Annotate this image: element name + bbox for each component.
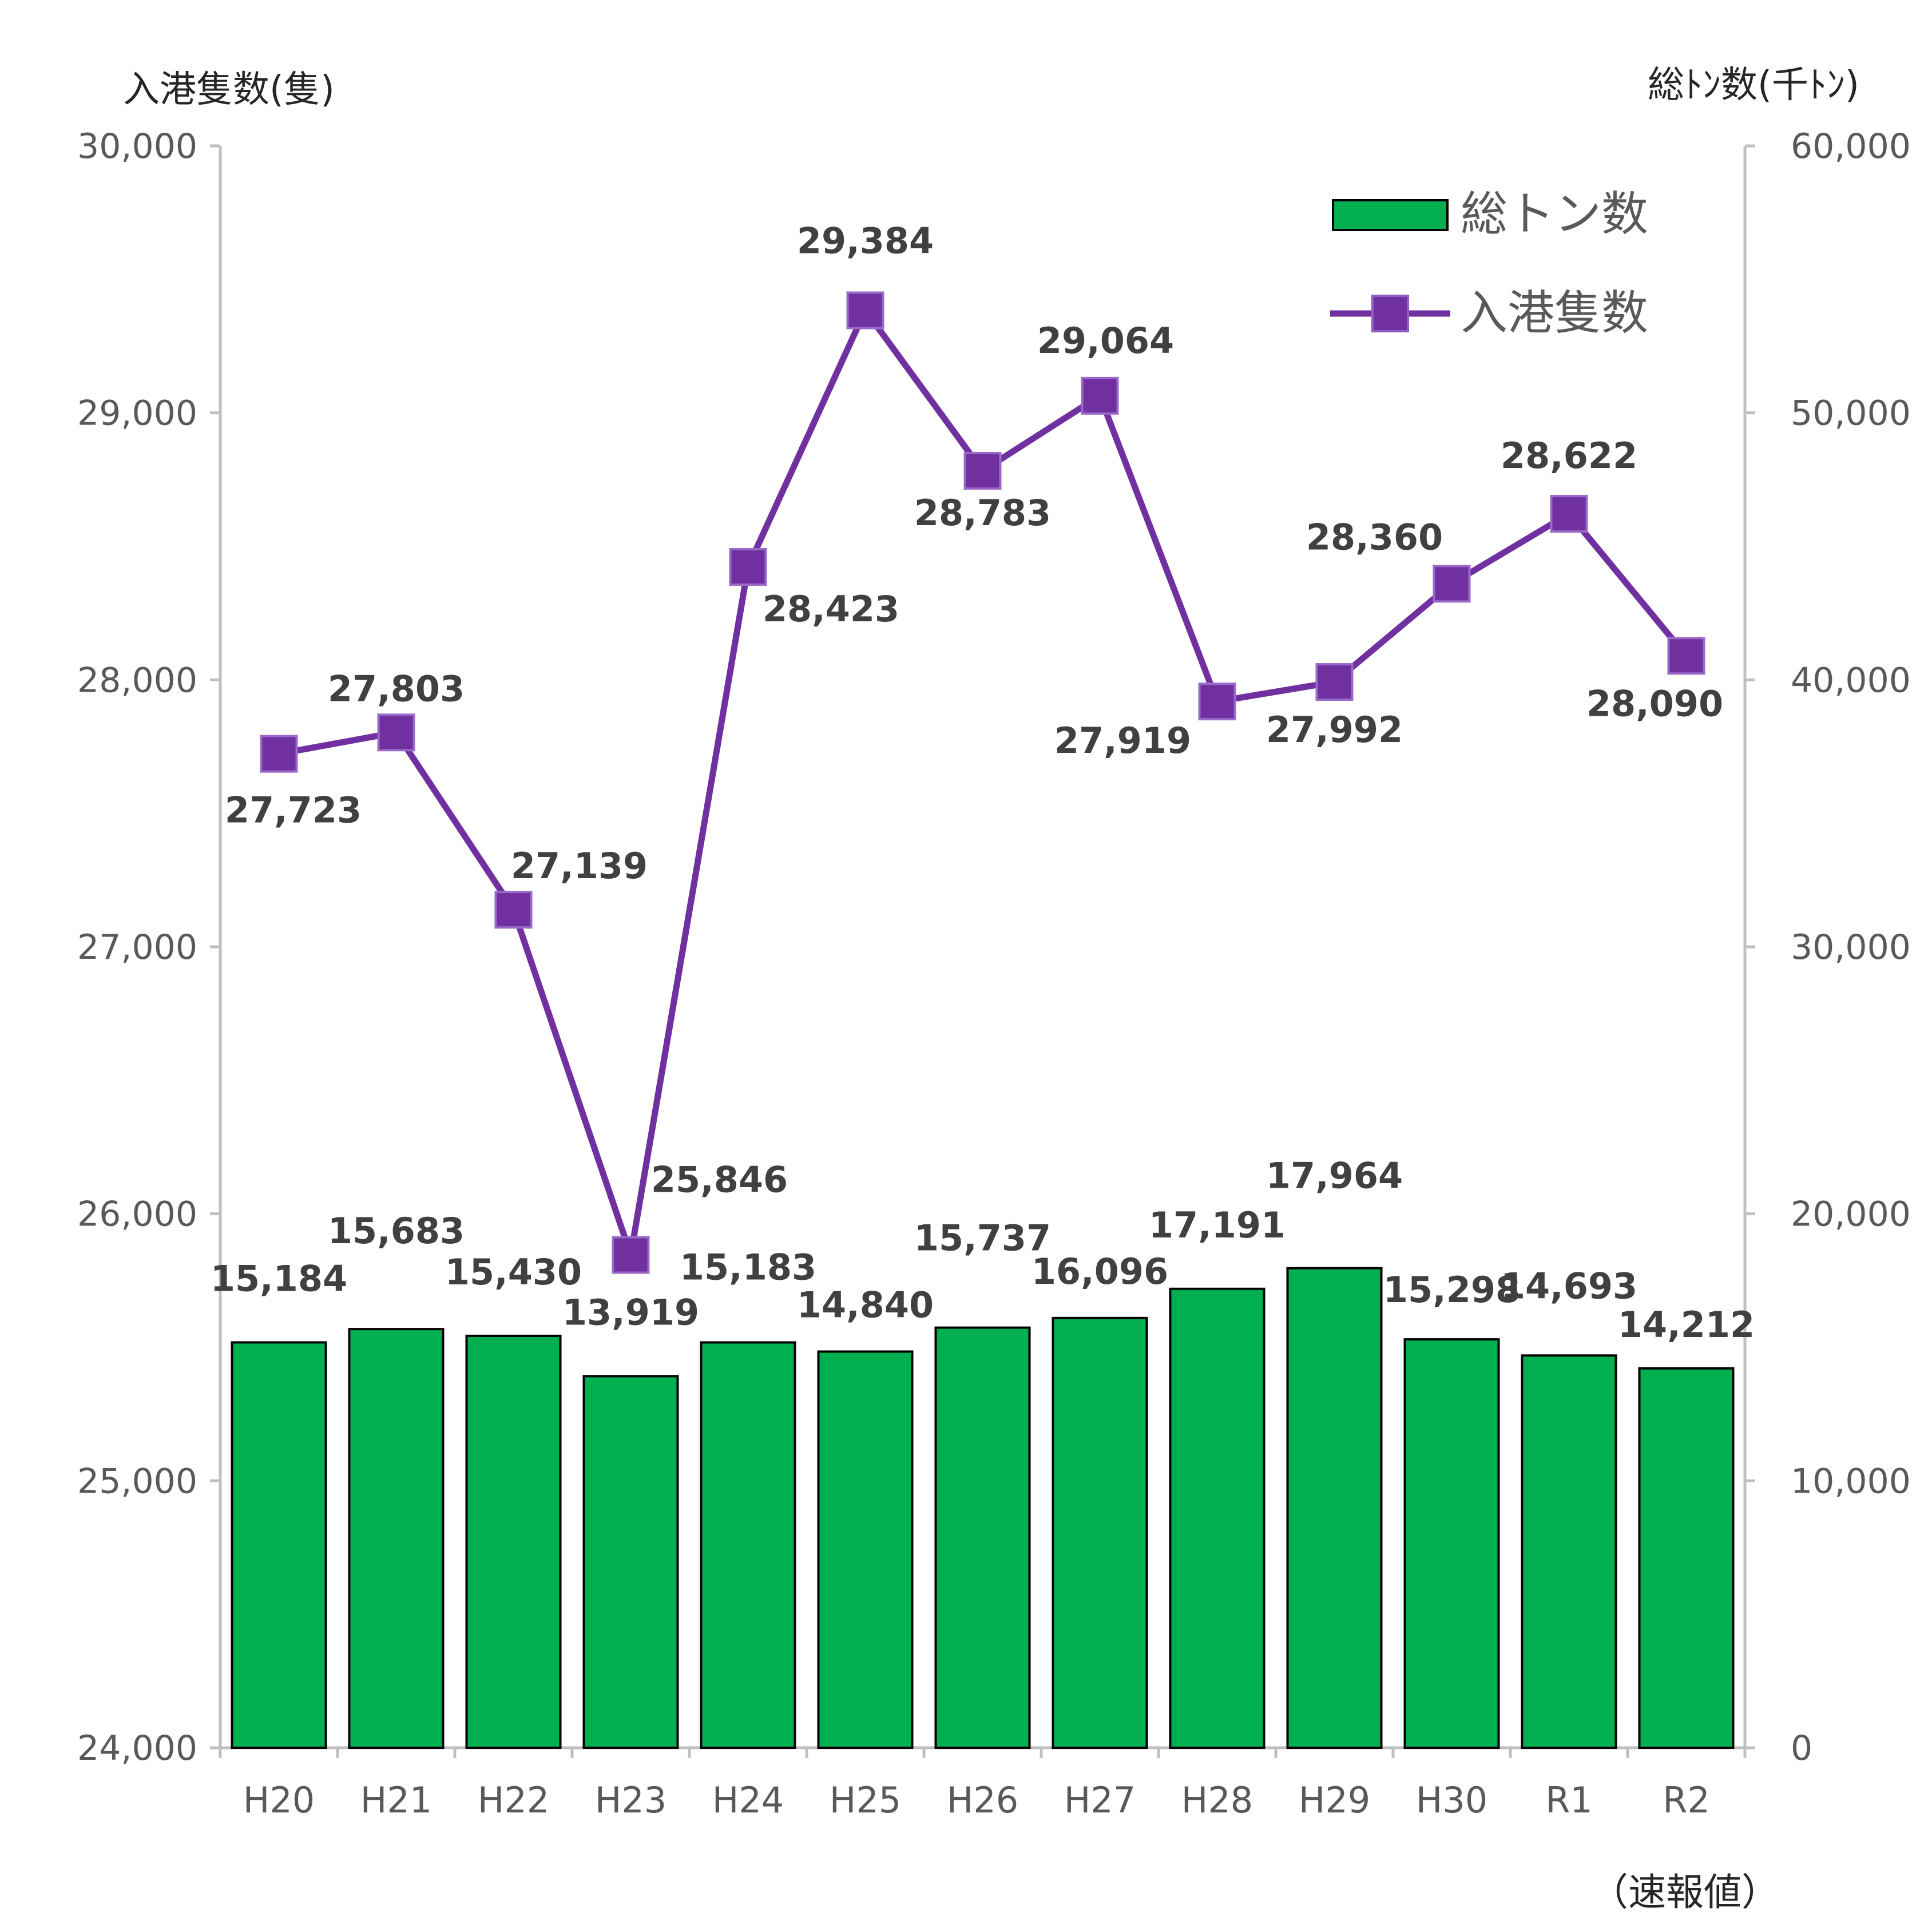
right-axis-title: 総ﾄﾝ数(千ﾄﾝ)	[1648, 64, 1859, 106]
right-tick-label: 20,000	[1791, 1195, 1911, 1235]
left-tick-label: 29,000	[77, 394, 197, 434]
line-data-label: 28,090	[1586, 683, 1723, 724]
legend-label-tonnage: 総トン数	[1461, 187, 1648, 241]
line-data-label: 27,803	[328, 668, 465, 709]
line-data-label: 29,384	[797, 220, 934, 261]
line-data-label: 25,846	[651, 1159, 788, 1201]
line-marker	[963, 451, 1002, 490]
legend-label-arrivals: 入港隻数	[1461, 286, 1648, 340]
line-marker	[260, 735, 298, 773]
category-label: H29	[1299, 1779, 1371, 1821]
category-label: H27	[1064, 1779, 1136, 1821]
line-data-label: 28,783	[914, 492, 1051, 534]
line-marker	[377, 713, 415, 752]
category-label: H21	[360, 1779, 433, 1821]
category-label: R1	[1545, 1779, 1593, 1821]
line-data-label: 29,064	[1037, 320, 1174, 362]
line-data-label: 28,423	[763, 588, 899, 630]
line-marker	[1081, 376, 1119, 415]
line-marker	[612, 1236, 650, 1274]
bar-data-label: 14,212	[1618, 1304, 1755, 1346]
right-tick-label: 0	[1791, 1728, 1812, 1768]
bar-data-label: 14,840	[797, 1284, 934, 1326]
category-label: H22	[478, 1779, 550, 1821]
bar-data-label: 15,683	[328, 1210, 465, 1252]
bar-data-label: 13,919	[562, 1291, 699, 1333]
bar	[700, 1341, 796, 1749]
bar	[1638, 1367, 1735, 1749]
line-data-label: 27,919	[1054, 720, 1191, 761]
legend-swatch-tonnage	[1332, 199, 1449, 231]
category-label: H20	[243, 1779, 315, 1821]
line-marker	[1667, 637, 1705, 675]
right-tick-label: 60,000	[1791, 126, 1911, 166]
bar	[1286, 1267, 1383, 1749]
category-label: H28	[1181, 1779, 1253, 1821]
axes: 24,000 25,000 26,000 27,000 28,000 29,000 30,0…	[77, 126, 1911, 1821]
line-data-label: 28,622	[1501, 435, 1637, 477]
bar	[348, 1328, 445, 1749]
left-axis-title: 入港隻数(隻)	[123, 69, 335, 111]
line-marker	[1550, 495, 1588, 533]
bar	[1403, 1338, 1500, 1749]
bar	[934, 1326, 1031, 1749]
bar-data-label: 14,693	[1501, 1265, 1637, 1307]
bar-data-label: 15,183	[680, 1246, 816, 1288]
bar-data-label: 15,737	[914, 1217, 1051, 1259]
line-data-label: 27,139	[511, 845, 648, 887]
bar	[231, 1341, 327, 1749]
category-label: H30	[1416, 1779, 1488, 1821]
bar-data-label: 15,298	[1383, 1269, 1520, 1311]
line-marker	[846, 291, 884, 330]
category-label: H26	[947, 1779, 1019, 1821]
category-label: H23	[595, 1779, 667, 1821]
right-tick-label: 30,000	[1791, 927, 1911, 967]
left-tick-label: 26,000	[77, 1195, 197, 1235]
line-marker	[729, 548, 767, 586]
bar	[1169, 1287, 1265, 1749]
line-data-label: 27,723	[225, 790, 362, 831]
category-label: H25	[830, 1779, 902, 1821]
left-tick-label: 27,000	[77, 927, 197, 967]
bar	[582, 1375, 679, 1749]
bar-data-label: 15,184	[211, 1257, 347, 1299]
note-preliminary: （速報値）	[1590, 1870, 1779, 1914]
right-tick-label: 10,000	[1791, 1461, 1911, 1501]
bar-data-label: 17,964	[1266, 1155, 1403, 1197]
left-tick-label: 28,000	[77, 660, 197, 700]
bar	[817, 1350, 914, 1749]
line-series	[260, 291, 1705, 1274]
category-label: H24	[712, 1779, 784, 1821]
bar-data-label: 16,096	[1032, 1251, 1168, 1292]
legend: 総トン数 入港隻数	[1330, 187, 1648, 340]
left-tick-label: 30,000	[77, 126, 197, 166]
line-marker	[494, 891, 533, 929]
bar-series	[231, 1267, 1735, 1749]
line-marker	[1433, 565, 1471, 603]
left-tick-label: 24,000	[77, 1728, 197, 1768]
left-tick-label: 25,000	[77, 1461, 197, 1501]
bar-data-label: 17,191	[1149, 1204, 1286, 1246]
bar	[1052, 1316, 1148, 1749]
bar	[1521, 1354, 1617, 1749]
right-tick-label: 50,000	[1791, 394, 1911, 434]
category-label: R2	[1663, 1779, 1710, 1821]
line-data-label: 28,360	[1306, 516, 1443, 558]
legend-marker-arrivals	[1371, 295, 1409, 332]
line-marker	[1315, 663, 1354, 701]
line-data-label: 27,992	[1266, 709, 1403, 751]
bar-data-label: 15,430	[445, 1251, 582, 1293]
line-marker	[1198, 683, 1236, 721]
bar	[465, 1334, 562, 1749]
right-tick-label: 40,000	[1791, 660, 1911, 700]
